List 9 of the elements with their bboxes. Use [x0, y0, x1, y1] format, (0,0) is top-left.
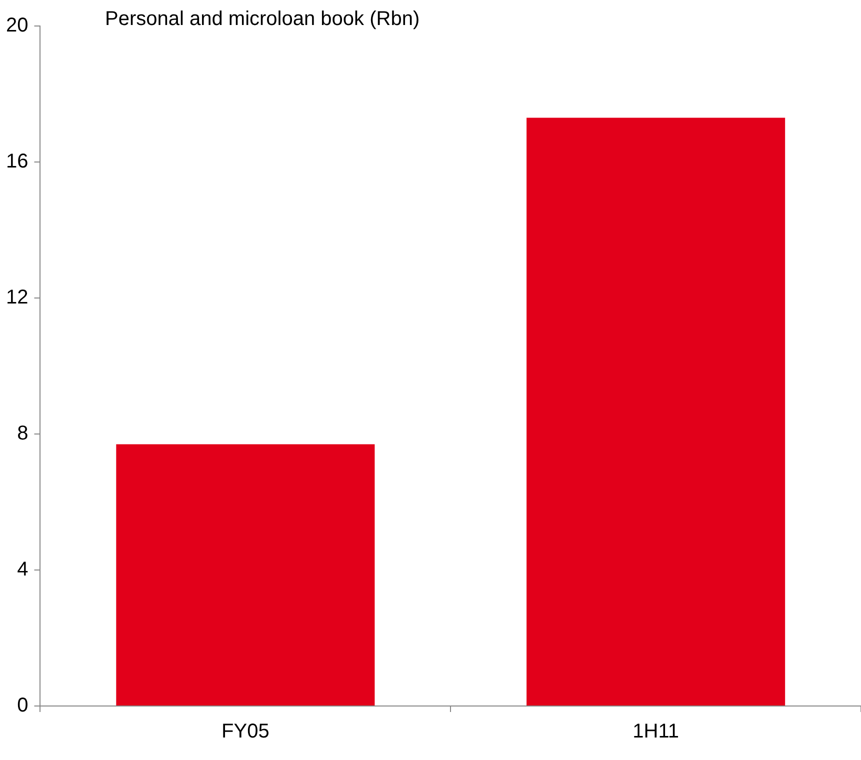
y-tick-label: 16: [6, 150, 28, 173]
chart-title: Personal and microloan book (Rbn): [105, 8, 420, 31]
y-tick-label: 12: [6, 286, 28, 309]
y-tick-label: 4: [17, 558, 28, 581]
x-tick-label: FY05: [222, 720, 270, 743]
y-tick-label: 0: [17, 694, 28, 717]
x-tick-label: 1H11: [632, 720, 679, 743]
y-tick-label: 8: [17, 422, 28, 445]
y-tick-label: 20: [6, 14, 28, 37]
